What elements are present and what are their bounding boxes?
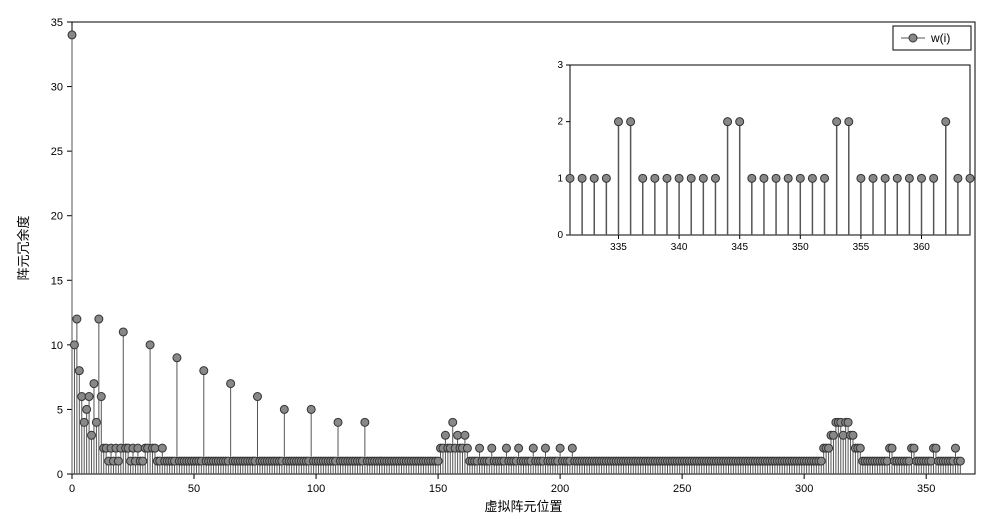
svg-text:5: 5 xyxy=(57,404,63,416)
svg-text:1: 1 xyxy=(557,173,563,184)
svg-text:15: 15 xyxy=(51,275,63,287)
svg-text:355: 355 xyxy=(853,242,870,253)
svg-text:345: 345 xyxy=(731,242,748,253)
svg-text:200: 200 xyxy=(551,483,569,495)
svg-text:10: 10 xyxy=(51,340,63,352)
svg-text:2: 2 xyxy=(557,117,563,128)
svg-text:25: 25 xyxy=(51,146,63,158)
svg-text:340: 340 xyxy=(671,242,688,253)
svg-text:300: 300 xyxy=(795,483,813,495)
svg-text:0: 0 xyxy=(557,230,563,241)
svg-text:虚拟阵元位置: 虚拟阵元位置 xyxy=(484,499,562,514)
svg-text:100: 100 xyxy=(307,483,325,495)
svg-text:20: 20 xyxy=(51,211,63,223)
chart-container: 05010015020025030035005101520253035虚拟阵元位… xyxy=(10,10,990,519)
svg-text:250: 250 xyxy=(673,483,691,495)
svg-text:阵元冗余度: 阵元冗余度 xyxy=(16,215,31,280)
svg-text:50: 50 xyxy=(188,483,200,495)
svg-text:0: 0 xyxy=(69,483,75,495)
svg-text:35: 35 xyxy=(51,17,63,29)
svg-text:0: 0 xyxy=(57,469,63,481)
svg-text:3: 3 xyxy=(557,60,563,71)
main-chart: 05010015020025030035005101520253035虚拟阵元位… xyxy=(10,10,990,519)
svg-text:30: 30 xyxy=(51,82,63,94)
svg-text:360: 360 xyxy=(913,242,930,253)
svg-text:350: 350 xyxy=(917,483,935,495)
svg-text:w(i): w(i) xyxy=(930,31,950,45)
svg-text:335: 335 xyxy=(610,242,627,253)
svg-text:150: 150 xyxy=(429,483,447,495)
svg-text:350: 350 xyxy=(792,242,809,253)
